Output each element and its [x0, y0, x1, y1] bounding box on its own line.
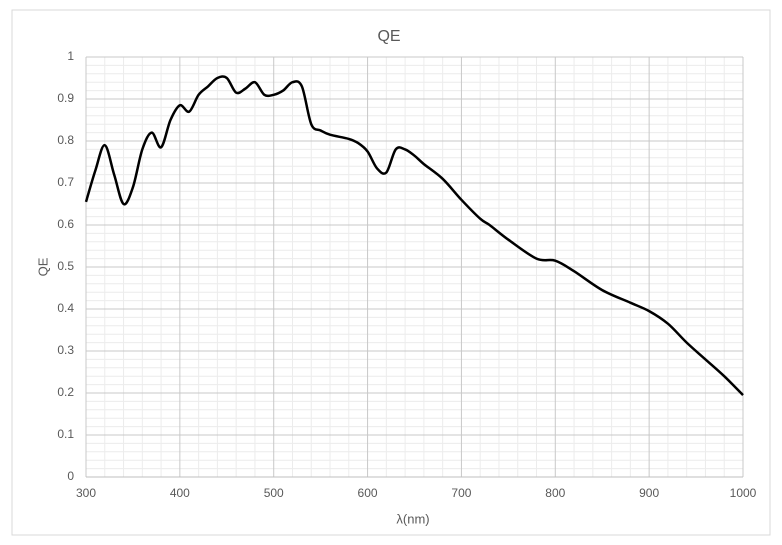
y-tick-label: 0 — [67, 469, 74, 483]
y-tick-label: 0.1 — [57, 427, 74, 441]
chart-title: QE — [377, 28, 400, 45]
x-tick-label: 600 — [358, 486, 378, 500]
y-tick-label: 0.3 — [57, 343, 74, 357]
grid — [85, 56, 744, 478]
y-tick-label: 0.8 — [57, 133, 74, 147]
y-tick-label: 0.2 — [57, 385, 74, 399]
x-tick-label: 400 — [170, 486, 190, 500]
x-axis-title: λ(nm) — [396, 511, 429, 526]
plot — [84, 75, 744, 396]
chart-frame — [11, 9, 771, 536]
x-tick-label: 700 — [451, 486, 471, 500]
y-tick-label: 0.6 — [57, 217, 74, 231]
x-tick-label: 900 — [639, 486, 659, 500]
x-tick-label: 800 — [545, 486, 565, 500]
y-tick-label: 0.5 — [57, 259, 74, 273]
line — [84, 75, 744, 396]
y-axis-title: QE — [35, 257, 50, 276]
x-tick-label: 500 — [264, 486, 284, 500]
y-tick-label: 0.7 — [57, 175, 74, 189]
x-tick-label: 1000 — [730, 486, 757, 500]
y-tick-label: 0.4 — [57, 301, 74, 315]
y-tick-label: 0.9 — [57, 91, 74, 105]
y-tick-label: 1 — [67, 49, 74, 63]
x-tick-label: 300 — [76, 486, 96, 500]
